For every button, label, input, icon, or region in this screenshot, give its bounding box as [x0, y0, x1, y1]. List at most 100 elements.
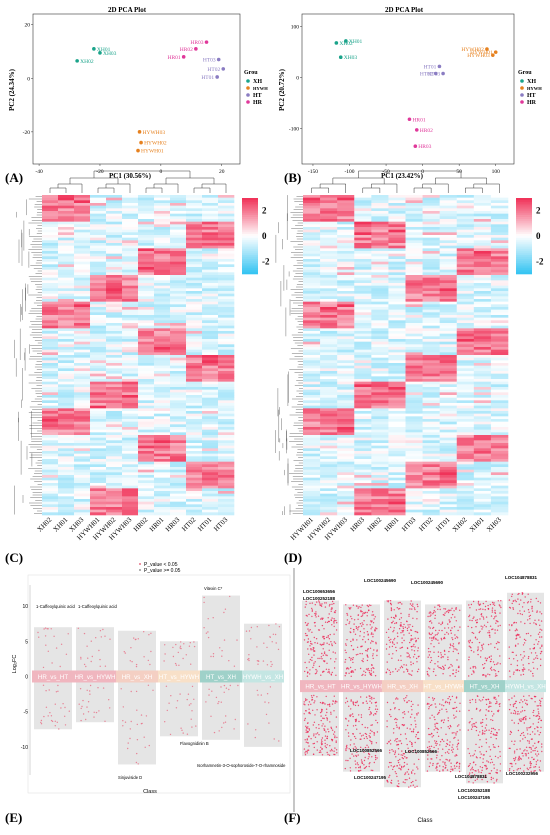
heatmap-cell [138, 336, 154, 339]
heatmap-cell [440, 339, 457, 342]
heatmap-cell [122, 491, 138, 494]
heatmap-cell [337, 328, 354, 331]
heatmap-cell [122, 403, 138, 406]
heatmap-cell [106, 456, 122, 459]
heatmap-cell [457, 430, 474, 433]
heatmap-cell [90, 275, 106, 278]
heatmap-cell [74, 387, 90, 390]
data-point [304, 639, 305, 640]
data-point [122, 720, 123, 721]
heatmap-cell [154, 200, 170, 203]
heatmap-cell [154, 483, 170, 486]
heatmap-cell [90, 291, 106, 294]
data-point [355, 767, 356, 768]
heatmap-cell [303, 203, 320, 206]
heatmap-cell [138, 499, 154, 502]
scale-swatch [516, 247, 532, 249]
heatmap-cell [406, 470, 423, 473]
heatmap-cell [42, 440, 58, 443]
data-point [459, 626, 460, 627]
heatmap-cell [186, 200, 202, 203]
heatmap-cell [218, 222, 234, 225]
heatmap-cell [388, 323, 405, 326]
data-point [320, 712, 321, 713]
data-point [324, 651, 325, 652]
heatmap-cell [474, 462, 491, 465]
heatmap-cell [337, 264, 354, 267]
heatmap-cell [218, 230, 234, 233]
data-point [480, 757, 481, 758]
heatmap-cell [423, 446, 440, 449]
heatmap-cell [154, 304, 170, 307]
heatmap-cell [491, 446, 508, 449]
heatmap-cell [154, 214, 170, 217]
data-point [127, 748, 128, 749]
data-point [56, 691, 57, 692]
heatmap-cell [106, 238, 122, 241]
heatmap-cell [106, 387, 122, 390]
heatmap-cell [90, 355, 106, 358]
scale-swatch [516, 268, 532, 270]
heatmap-cell [457, 272, 474, 275]
heatmap-cell [423, 507, 440, 510]
heatmap-cell [371, 328, 388, 331]
heatmap-cell [371, 216, 388, 219]
data-point [398, 660, 399, 661]
heatmap-d-cells [303, 195, 508, 515]
heatmap-cell [58, 296, 74, 299]
heatmap-cell [138, 424, 154, 427]
data-point [360, 766, 361, 767]
data-point [321, 748, 322, 749]
heatmap-cell [138, 448, 154, 451]
data-point [444, 654, 445, 655]
data-point [353, 743, 354, 744]
data-point [267, 664, 268, 665]
heatmap-cell [218, 323, 234, 326]
data-point [345, 673, 346, 674]
heatmap-cell [218, 240, 234, 243]
data-point [307, 615, 308, 616]
data-point [318, 724, 319, 725]
heatmap-cell [74, 214, 90, 217]
heatmap-cell [106, 390, 122, 393]
heatmap-cell [320, 243, 337, 246]
data-point [323, 644, 324, 645]
heatmap-cell [90, 350, 106, 353]
heatmap-cell [106, 336, 122, 339]
data-point [321, 656, 322, 657]
data-point [433, 671, 434, 672]
heatmap-cell [186, 419, 202, 422]
data-point [451, 627, 452, 628]
data-point [428, 648, 429, 649]
data-point [323, 628, 324, 629]
data-point [399, 619, 400, 620]
data-point [428, 651, 429, 652]
data-point [256, 646, 257, 647]
data-point [336, 701, 337, 702]
data-point [409, 642, 410, 643]
dendrogram-branch [194, 188, 210, 193]
data-point [92, 656, 93, 657]
heatmap-cell [90, 312, 106, 315]
data-point [480, 709, 481, 710]
heatmap-cell [186, 336, 202, 339]
heatmap-cell [106, 448, 122, 451]
heatmap-cell [406, 331, 423, 334]
heatmap-cell [423, 392, 440, 395]
data-point [447, 769, 448, 770]
heatmap-cell [170, 206, 186, 209]
y-tick-label: -100 [289, 126, 299, 132]
heatmap-cell [74, 312, 90, 315]
heatmap-cell [303, 216, 320, 219]
heatmap-cell [388, 227, 405, 230]
data-point [371, 668, 372, 669]
heatmap-cell [440, 302, 457, 305]
data-point [356, 626, 357, 627]
scale-swatch [516, 221, 532, 223]
data-point [315, 613, 316, 614]
data-point [248, 660, 249, 661]
heatmap-cell [354, 502, 371, 505]
data-point [485, 609, 486, 610]
data-point [435, 611, 436, 612]
data-point [494, 610, 495, 611]
